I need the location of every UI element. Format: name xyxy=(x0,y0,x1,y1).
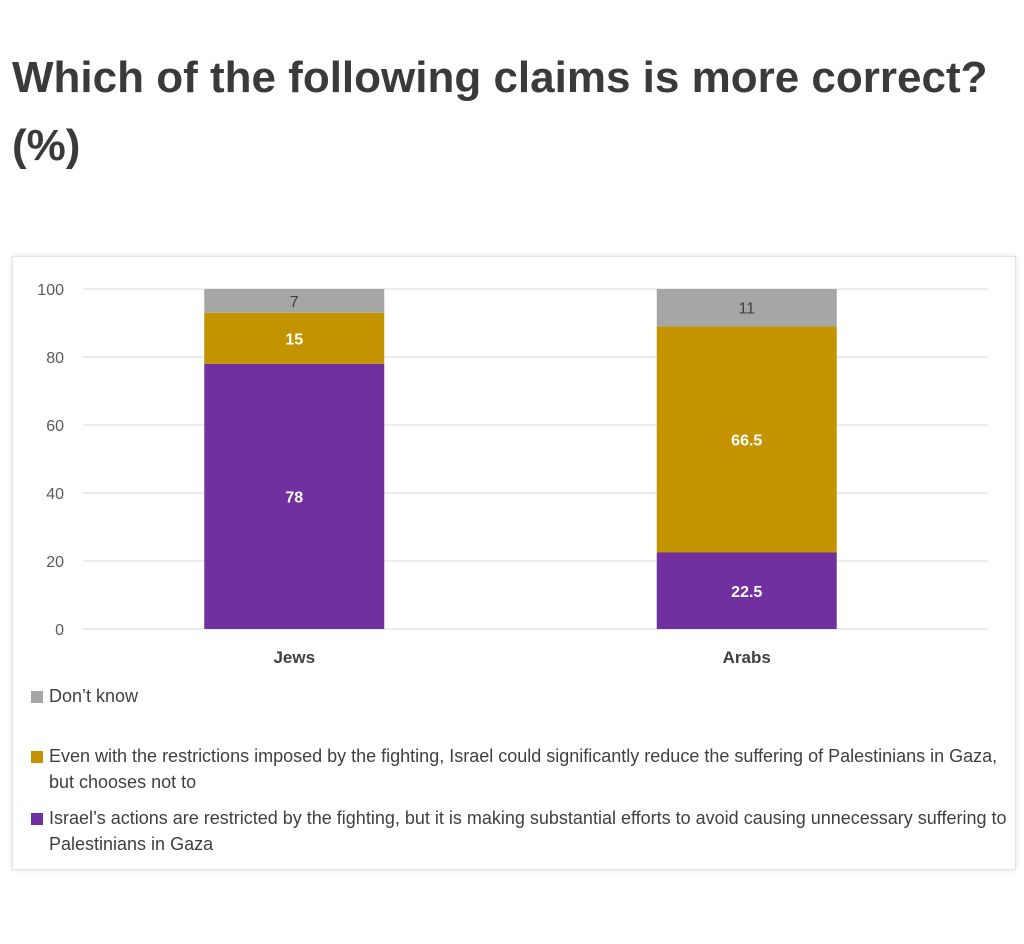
chart-legend: Don’t know Even with the restrictions im… xyxy=(31,683,1011,857)
y-tick-label-60: 60 xyxy=(46,418,64,435)
legend-swatch-even-with-restrictions xyxy=(31,751,43,763)
x-category-label-jews: Jews xyxy=(273,648,315,667)
page-title: Which of the following claims is more co… xyxy=(12,53,988,170)
chart-panel: 0 20 40 60 80 100 78 15 7 Jews 22.5 66.5 11 Arabs Don… xyxy=(12,256,1016,870)
bar-dont_know-jews xyxy=(204,289,385,313)
bar-israels_actions-jews xyxy=(204,363,385,629)
data-label-even_with-arabs: 66.5 xyxy=(731,432,762,449)
legend-label-even-with-restrictions: Even with the restrictions imposed by th… xyxy=(49,746,998,792)
bar-israels_actions-arabs xyxy=(656,552,837,629)
y-tick-label-80: 80 xyxy=(46,350,64,367)
legend-item-even-with-restrictions: Even with the restrictions imposed by th… xyxy=(31,743,1011,795)
x-category-label-arabs: Arabs xyxy=(723,648,771,667)
y-tick-label-40: 40 xyxy=(46,486,64,503)
data-label-even_with-jews: 15 xyxy=(285,331,303,348)
y-tick-label-100: 100 xyxy=(37,282,64,299)
legend-swatch-israels-actions xyxy=(31,813,43,825)
data-label-dont_know-arabs: 11 xyxy=(738,301,755,318)
y-tick-label-20: 20 xyxy=(46,554,64,571)
legend-item-israels-actions: Israel’s actions are restricted by the f… xyxy=(31,805,1011,857)
y-tick-label-0: 0 xyxy=(55,622,64,639)
bar-dont_know-arabs xyxy=(656,289,837,327)
legend-label-israels-actions: Israel’s actions are restricted by the f… xyxy=(49,808,1007,854)
data-label-israels_actions-arabs: 22.5 xyxy=(731,584,762,601)
stacked-bar-chart: 0 20 40 60 80 100 78 15 7 Jews 22.5 66.5 11 Arabs xyxy=(37,282,988,667)
data-label-dont_know-jews: 7 xyxy=(290,294,299,311)
bar-even_with-jews xyxy=(204,312,385,364)
legend-item-dont-know: Don’t know xyxy=(31,683,1011,709)
bar-even_with-arabs xyxy=(656,326,837,553)
legend-swatch-dont-know xyxy=(31,691,43,703)
legend-label-dont-know: Don’t know xyxy=(49,686,139,706)
data-label-israels_actions-jews: 78 xyxy=(285,489,303,506)
